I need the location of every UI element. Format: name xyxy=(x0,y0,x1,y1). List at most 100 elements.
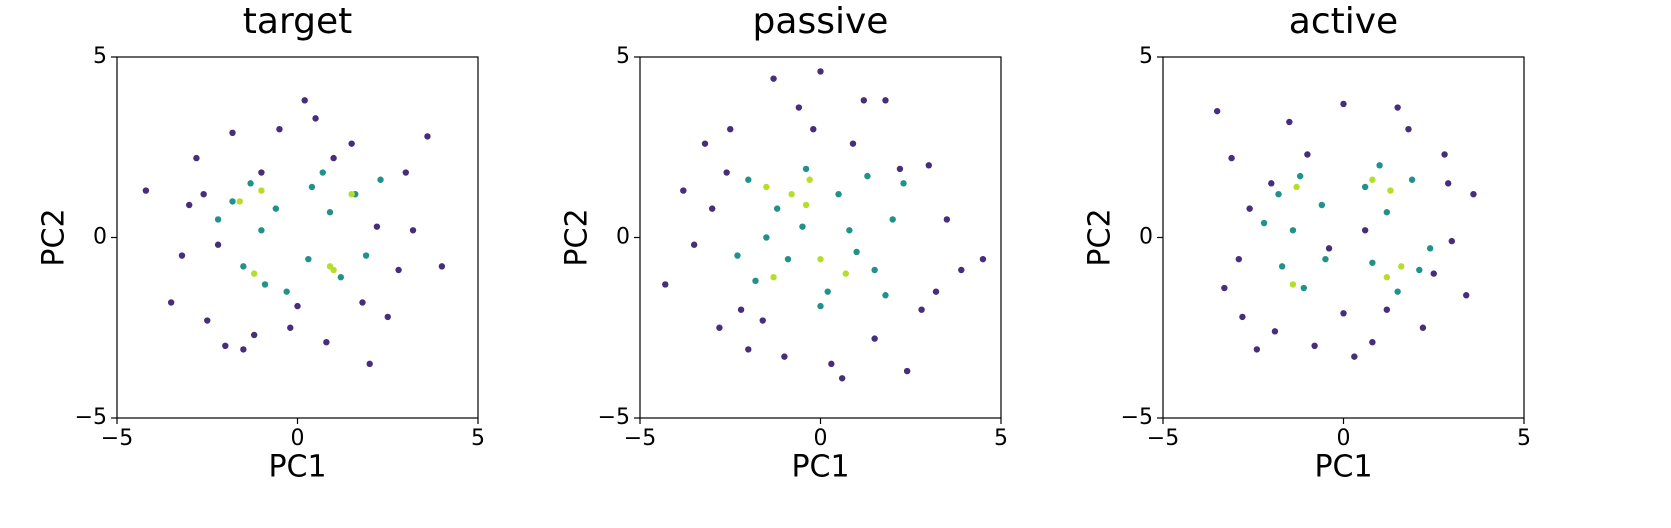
point xyxy=(701,140,709,147)
y-tick-label: 0 xyxy=(1139,225,1153,250)
point xyxy=(817,302,824,310)
point xyxy=(1416,266,1423,274)
point xyxy=(323,338,330,346)
point xyxy=(1235,255,1243,263)
point xyxy=(864,172,871,180)
point xyxy=(1361,227,1369,234)
y-tick-label: 5 xyxy=(1139,44,1153,69)
point xyxy=(1369,338,1376,346)
point xyxy=(229,198,236,205)
point xyxy=(1311,342,1318,349)
point xyxy=(849,140,857,147)
point xyxy=(680,187,687,194)
point xyxy=(745,346,752,353)
point xyxy=(871,266,878,274)
point xyxy=(1275,190,1282,198)
point xyxy=(200,190,207,198)
point xyxy=(1405,126,1412,133)
point xyxy=(377,176,384,183)
point xyxy=(806,176,813,183)
point xyxy=(261,281,269,288)
point xyxy=(250,270,258,277)
point xyxy=(258,169,265,176)
point xyxy=(1444,180,1452,187)
x-axis-label: PC1 xyxy=(791,450,849,485)
y-tick-label: 5 xyxy=(93,44,107,69)
point xyxy=(903,367,911,375)
point xyxy=(871,335,878,342)
point xyxy=(817,68,824,75)
point xyxy=(1408,176,1416,183)
point xyxy=(348,140,355,147)
x-tick-label: 0 xyxy=(1337,426,1351,451)
point xyxy=(424,133,431,140)
point xyxy=(752,277,759,285)
point xyxy=(1361,183,1369,191)
point xyxy=(1383,306,1391,313)
point xyxy=(781,353,788,360)
point xyxy=(1351,353,1358,360)
point xyxy=(835,190,842,198)
point xyxy=(882,97,889,104)
point xyxy=(167,299,175,306)
point xyxy=(1419,324,1427,331)
point xyxy=(802,165,810,173)
chart-title: target xyxy=(243,1,352,42)
point xyxy=(287,324,294,331)
point xyxy=(1398,263,1405,270)
point xyxy=(784,255,792,263)
point xyxy=(1394,288,1401,295)
point xyxy=(1470,190,1477,198)
point xyxy=(745,176,752,183)
point xyxy=(1463,292,1470,299)
point xyxy=(1286,118,1293,126)
point xyxy=(1268,180,1275,187)
point xyxy=(330,266,337,274)
point xyxy=(1228,154,1235,162)
point xyxy=(214,216,222,223)
point xyxy=(142,187,150,194)
point xyxy=(312,115,319,122)
point xyxy=(690,241,698,248)
chart-title: active xyxy=(1289,1,1398,42)
point xyxy=(258,187,265,194)
point xyxy=(662,281,669,288)
point xyxy=(958,266,965,274)
point xyxy=(932,288,940,295)
point xyxy=(272,205,280,212)
point xyxy=(366,360,373,368)
point xyxy=(1340,100,1347,108)
point xyxy=(362,252,370,259)
point xyxy=(402,169,409,176)
point xyxy=(763,234,770,241)
point xyxy=(1300,284,1307,292)
point xyxy=(229,129,236,137)
point xyxy=(795,104,803,111)
plot-frame xyxy=(116,56,479,419)
point xyxy=(438,263,446,270)
point xyxy=(716,324,723,331)
point xyxy=(727,126,734,133)
point xyxy=(308,183,316,191)
point xyxy=(817,255,824,263)
point xyxy=(1304,151,1311,158)
point xyxy=(882,292,889,299)
point xyxy=(802,201,810,209)
point xyxy=(1394,104,1401,111)
x-tick-label: −5 xyxy=(101,426,133,451)
y-axis-label: PC2 xyxy=(37,208,72,266)
point xyxy=(1296,172,1304,180)
point xyxy=(294,302,301,310)
point xyxy=(409,227,417,234)
point xyxy=(773,205,781,212)
point xyxy=(1369,176,1376,183)
point xyxy=(1387,187,1394,194)
point xyxy=(283,288,290,295)
point xyxy=(1213,107,1221,115)
point xyxy=(373,223,381,230)
x-axis-label: PC1 xyxy=(268,450,326,485)
point xyxy=(1383,209,1391,216)
y-tick-label: −5 xyxy=(75,405,107,430)
chart-title: passive xyxy=(753,1,889,42)
point xyxy=(222,342,229,349)
